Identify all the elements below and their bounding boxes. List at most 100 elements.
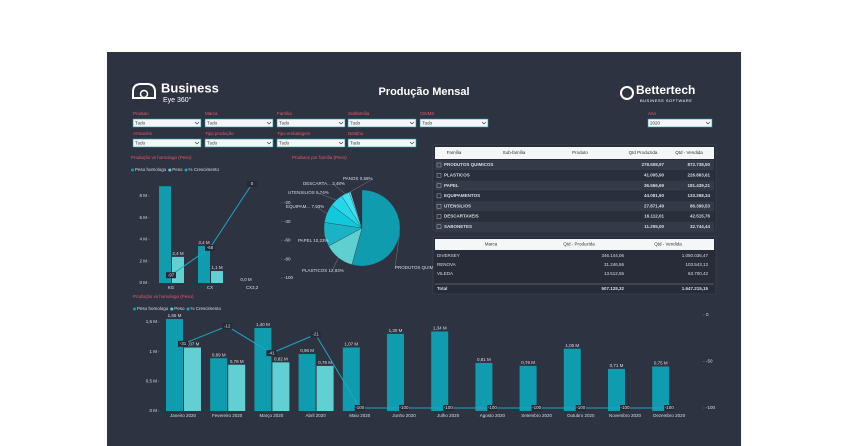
pie-label: PANOS 0,58%: [343, 176, 372, 181]
filter-label: Tipo produção: [205, 131, 234, 136]
expand-icon[interactable]: [436, 162, 442, 168]
filter-dropdown[interactable]: [347, 118, 417, 128]
qty-produced: 31.246,56: [604, 262, 625, 267]
qty-produced: 27.871,49: [644, 203, 665, 208]
bar-value-label: 0,89 M: [212, 352, 226, 357]
bar-value-label: 1,34 M: [433, 326, 447, 331]
filter-label: Tipo embalagem: [277, 131, 311, 136]
bar-value-label: 0,71 M: [610, 363, 624, 368]
expand-icon[interactable]: [436, 224, 442, 230]
filter-label: Produto: [133, 111, 149, 116]
expand-icon[interactable]: [436, 173, 442, 178]
x-tick-label: Julho 2020: [437, 413, 460, 418]
legend-label: Peso homologo: [135, 167, 167, 172]
column-header: Qtd Produzida: [629, 150, 658, 155]
filter-dropdown[interactable]: [419, 118, 489, 128]
leader-line: [315, 206, 328, 214]
leader-line: [317, 192, 337, 201]
bar-value-label: 0,75 M: [654, 361, 668, 366]
column-header: Qtd - Produzida: [563, 242, 595, 247]
expand-icon[interactable]: [436, 214, 442, 219]
expand-icon[interactable]: [436, 183, 442, 188]
row-bg: [435, 201, 714, 212]
bar: [608, 368, 625, 411]
chevron: [705, 121, 711, 125]
bar-value-label: 0,81 M: [477, 357, 491, 362]
growth-label: -100: [444, 405, 454, 410]
expand-icon[interactable]: [436, 203, 442, 209]
growth-label: -41: [268, 350, 275, 355]
chevron: [194, 121, 200, 125]
pie-label-value: 7,93%: [311, 204, 324, 209]
qty-produced: 41.005,90: [644, 172, 665, 177]
legend-marker: [186, 307, 190, 311]
row-bg: [435, 160, 714, 170]
family-cell: SABONETES: [444, 224, 472, 229]
pie-label-name: EQUIPAM...: [286, 204, 310, 209]
growth-label-bg: [443, 405, 454, 411]
column-header: Sub-família: [503, 150, 526, 155]
filter-value: Tudo: [350, 140, 361, 145]
legend-label: Peso: [172, 167, 183, 172]
chevron: [409, 141, 415, 145]
brand-cell: RENOVA: [437, 262, 456, 267]
filter-label: Ano: [648, 111, 657, 116]
filter-value: 2020: [650, 120, 661, 125]
chevron: [409, 121, 415, 125]
y-tick-label: 1,5 M: [146, 319, 158, 324]
bar-value-label: 1,07 M: [186, 342, 200, 347]
filter-dropdown[interactable]: [132, 118, 202, 128]
expand-icon[interactable]: [436, 193, 442, 199]
row-bg: [435, 180, 714, 191]
filter-dropdown[interactable]: [204, 138, 274, 148]
y-tick-label: 4 M: [139, 237, 147, 242]
y2-tick-label: -100: [706, 405, 716, 410]
filter-dropdown[interactable]: [276, 138, 346, 148]
qty-sold: 133.268,34: [687, 193, 710, 198]
growth-label-bg: [266, 350, 277, 357]
x-tick-label: Abril 2020: [305, 413, 326, 418]
company-logo: [620, 86, 634, 100]
row-bg: [435, 221, 714, 232]
pie-label: PAPEL 10,23%: [298, 238, 329, 243]
y-tick-label: 6 M: [139, 215, 147, 220]
pie-label-name: UTENSILIOS: [288, 190, 315, 195]
chevron: [194, 141, 200, 145]
chevron: [338, 121, 344, 125]
y2-tick-label: -60: [284, 238, 291, 243]
filter-dropdown[interactable]: [204, 118, 274, 128]
brand-logo: [132, 83, 156, 99]
x-tick-label: CX: [207, 285, 213, 290]
leader-line: [349, 178, 374, 193]
growth-label: -31: [180, 341, 187, 346]
chevron: [266, 121, 272, 125]
x-tick-label: CX3,2: [246, 285, 259, 290]
qty-sold: 86.399,53: [690, 203, 711, 208]
family-cell: UTENSILIOS: [444, 203, 471, 208]
qty-sold: 32.744,44: [690, 224, 711, 229]
filter-value: Tudo: [207, 120, 218, 125]
growth-label: -97: [168, 272, 175, 277]
bar: [519, 365, 537, 411]
growth-label-bg: [205, 244, 215, 251]
growth-label-bg: [487, 405, 498, 411]
bar-value-label: 0,96 M: [300, 348, 314, 353]
filter-dropdown[interactable]: [647, 118, 713, 128]
qty-produced: 11.255,00: [644, 224, 664, 229]
filter-dropdown[interactable]: [347, 138, 417, 148]
y-tick-label: 1 M: [149, 349, 157, 354]
growth-line: [182, 325, 670, 409]
pie-label-value: 3,48%: [332, 181, 345, 186]
leader-line: [332, 183, 346, 194]
y-tick-label: 2 M: [139, 258, 147, 263]
column-header: Família: [447, 150, 462, 155]
growth-label-bg: [531, 405, 542, 411]
growth-label-bg: [354, 405, 365, 411]
qty-sold: 226.863,61: [687, 172, 710, 177]
filter-dropdown[interactable]: [132, 138, 202, 148]
growth-label: -21: [312, 332, 319, 337]
filter-dropdown[interactable]: [276, 118, 346, 128]
qty-sold: 103.543,13: [685, 262, 708, 267]
pie-label-name: PLASTICOS: [302, 268, 327, 273]
bar-value-label: 2,4 M: [172, 251, 184, 256]
